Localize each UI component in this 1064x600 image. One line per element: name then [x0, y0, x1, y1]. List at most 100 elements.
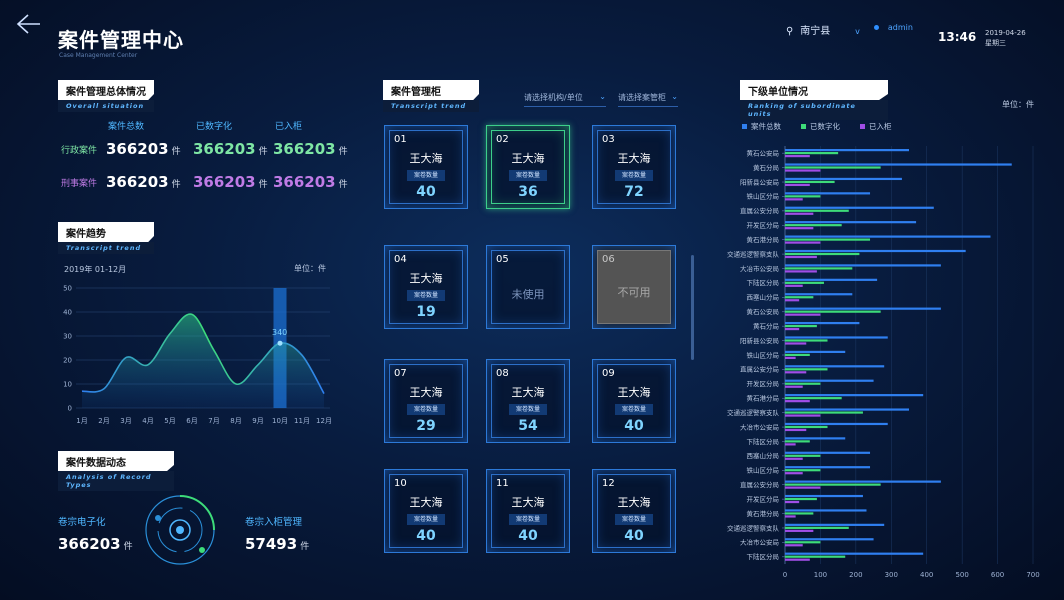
category-label: 直属公安分局: [740, 365, 779, 374]
cabinet-cell-owner: 王大海: [409, 152, 443, 165]
overview-subtitle: Overall situation: [58, 100, 154, 112]
bar-1: [785, 555, 846, 558]
cabinet-cell-count: 40: [624, 418, 644, 434]
org-select[interactable]: 请选择机构/单位 ⌄: [524, 92, 606, 107]
bar-1: [785, 310, 881, 313]
category-label: 黄石港分局: [747, 509, 780, 518]
bar-1: [785, 166, 881, 169]
bar-2: [785, 327, 800, 331]
cabinet-cell-10[interactable]: 10 王大海 案卷数量 40: [384, 469, 468, 553]
bar-0: [785, 278, 878, 281]
bar-0: [785, 149, 909, 152]
bar-2: [785, 155, 810, 158]
cabinet-cell-frame: [389, 474, 463, 548]
cabinet-cell-03[interactable]: 03 王大海 案卷数量 72: [592, 125, 676, 209]
cabinet-cell-number: 10: [394, 478, 407, 489]
bar-2: [785, 183, 810, 187]
category-label: 黄石公安局: [747, 307, 780, 316]
kpi-value: 366203 件: [106, 173, 181, 191]
bar-2: [785, 371, 807, 374]
x-tick-label: 12月: [316, 417, 332, 425]
cabinet-cell-frame: [597, 474, 671, 548]
cabinet-scrollbar[interactable]: [691, 255, 694, 360]
bar-0: [785, 221, 917, 224]
cabinet-cell-frame: [597, 364, 671, 438]
bar-2: [785, 486, 821, 489]
y-tick-label: 20: [63, 357, 72, 365]
legend-item: 已入柜: [860, 121, 892, 132]
location-selector[interactable]: ⚲ 南宁县 v: [786, 22, 860, 37]
legend-item: 案件总数: [742, 121, 781, 132]
cabinet-title: 案件管理柜: [383, 80, 479, 100]
cabinet-cell-01[interactable]: 01 王大海 案卷数量 40: [384, 125, 468, 209]
bar-2: [785, 414, 821, 417]
cabinet-cell-number: 11: [496, 478, 509, 489]
cabinet-cell-status: 不可用: [617, 286, 651, 299]
area-fill: [82, 314, 324, 408]
cabinet-cell-count: 36: [518, 184, 538, 200]
cabinet-cell-frame: [597, 130, 671, 204]
cabinet-cell-number: 02: [496, 134, 509, 145]
kpi-header-total: 案件总数: [108, 122, 145, 132]
bar-1: [785, 296, 814, 299]
bar-1: [785, 353, 810, 356]
bar-1: [785, 411, 863, 414]
bar-2: [785, 529, 814, 532]
trend-period: 2019年 01-12月: [64, 265, 127, 274]
cabinet-cell-09[interactable]: 09 王大海 案卷数量 40: [592, 359, 676, 443]
cabinet-cell-12[interactable]: 12 王大海 案卷数量 40: [592, 469, 676, 553]
cabinet-cell-07[interactable]: 07 王大海 案卷数量 29: [384, 359, 468, 443]
ranking-legend: 案件总数 已数字化 已入柜: [742, 121, 892, 132]
cabinet-cell-frame: [389, 250, 463, 324]
cabinet-cell-08[interactable]: 08 王大海 案卷数量 54: [486, 359, 570, 443]
location-label: 南宁县: [800, 26, 831, 37]
radar-icon: [145, 495, 215, 565]
category-label: 黄石港分局: [747, 235, 780, 244]
bar-0: [785, 192, 871, 195]
category-label: 黄石分局: [753, 163, 779, 172]
cabinet-cell-owner: 王大海: [511, 152, 545, 165]
bar-2: [785, 500, 800, 504]
category-label: 西塞山分局: [747, 451, 780, 460]
back-arrow-icon[interactable]: [14, 12, 42, 36]
cabinet-cell-number: 01: [394, 134, 407, 145]
org-select-value: 请选择机构/单位: [524, 93, 583, 102]
bar-1: [785, 224, 842, 227]
category-label: 黄石分局: [753, 321, 779, 330]
bar-0: [785, 264, 941, 267]
bar-0: [785, 163, 1012, 166]
kpi-value: 366203 件: [193, 173, 268, 191]
x-tick-label: 6月: [186, 417, 197, 425]
cabinet-cell-05[interactable]: 05 未使用: [486, 245, 570, 329]
row-label-admin: 行政案件: [61, 146, 98, 156]
user-badge[interactable]: admin: [874, 23, 913, 33]
y-tick-label: 30: [63, 333, 72, 341]
x-tick-label: 500: [955, 571, 968, 579]
cabinet-select[interactable]: 请选择案管柜 ⌄: [618, 92, 678, 107]
digitize-label: 卷宗电子化: [58, 517, 106, 528]
bar-0: [785, 523, 885, 526]
bar-0: [785, 509, 867, 512]
bar-1: [785, 382, 821, 385]
cabinet-cell-02[interactable]: 02 王大海 案卷数量 36: [486, 125, 570, 209]
cabinet-mgmt-label: 卷宗入柜管理: [245, 517, 303, 528]
bar-0: [785, 307, 941, 310]
category-label: 交通巡逻警察支队: [727, 523, 780, 532]
cabinet-cell-number: 07: [394, 368, 407, 379]
bar-2: [785, 472, 803, 475]
category-label: 西塞山分局: [747, 293, 780, 302]
cabinet-cell-04[interactable]: 04 王大海 案卷数量 19: [384, 245, 468, 329]
bar-2: [785, 212, 814, 215]
trend-title: 案件趋势: [58, 222, 154, 242]
clock-weekday: 星期三: [985, 39, 1006, 47]
cabinet-cell-number: 06: [602, 254, 615, 265]
cabinet-cell-11[interactable]: 11 王大海 案卷数量 40: [486, 469, 570, 553]
bar-0: [785, 494, 863, 498]
category-label: 直属公安分局: [740, 480, 779, 489]
bar-1: [785, 281, 824, 284]
bar-1: [785, 454, 821, 457]
bar-2: [785, 428, 807, 432]
cabinet-cell-frame: [491, 130, 565, 204]
cabinet-cell-frame: [389, 364, 463, 438]
bar-1: [785, 339, 828, 342]
